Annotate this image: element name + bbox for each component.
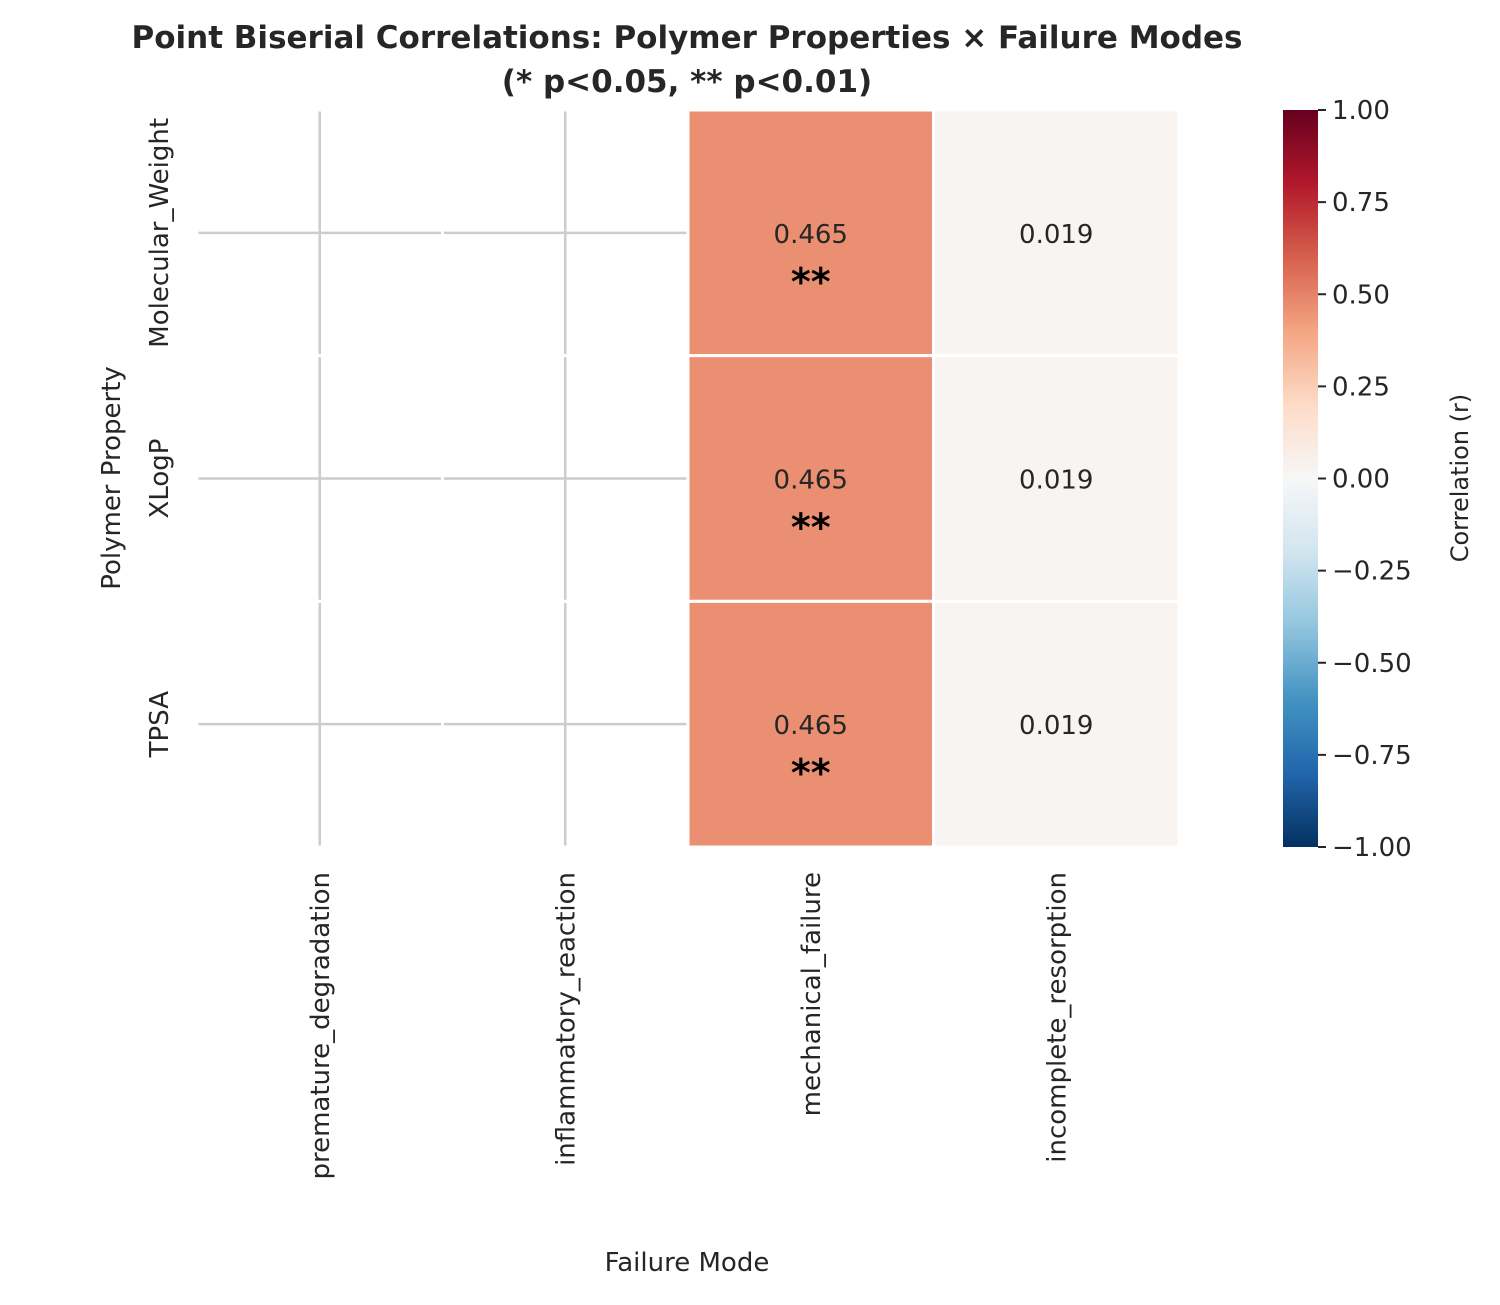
chart-subtitle: (* p<0.05, ** p<0.01) — [502, 64, 872, 100]
heatmap-cell — [932, 354, 1181, 603]
colorbar-label: Correlation (r) — [1446, 394, 1474, 563]
x-tick-labels: premature_degradation inflammatory_reacti… — [306, 872, 1073, 1180]
colorbar-tick-label: 1.00 — [1332, 96, 1390, 126]
cell-value-label: 0.465 — [774, 466, 848, 496]
colorbar-ticks: 1.00 0.75 0.50 0.25 0.00 −0.25 −0.50 −0.75 −1.00 — [1318, 96, 1412, 863]
chart-title: Point Biserial Correlations: Polymer Pro… — [131, 20, 1242, 56]
colorbar-tick-label: 0.75 — [1332, 188, 1390, 218]
cell-value-label: 0.019 — [1019, 220, 1093, 250]
cell-value-label: 0.019 — [1019, 466, 1093, 496]
cell-value-label: 0.019 — [1019, 711, 1093, 741]
colorbar-tick-label: 0.25 — [1332, 372, 1390, 402]
y-tick-labels: Molecular_Weight XLogP TPSA — [145, 118, 175, 758]
colorbar-tick-label: 0.50 — [1332, 280, 1390, 310]
cell-significance-label: ** — [791, 506, 831, 550]
cell-value-label: 0.465 — [774, 711, 848, 741]
cell-value-label: 0.465 — [774, 220, 848, 250]
heatmap-cell — [932, 599, 1181, 849]
y-tick-label: XLogP — [145, 439, 175, 519]
colorbar-tick-label: −1.00 — [1332, 833, 1412, 863]
cell-significance-label: ** — [791, 751, 831, 795]
colorbar-tick-label: −0.50 — [1332, 649, 1412, 679]
x-axis-label: Failure Mode — [605, 1248, 770, 1278]
y-axis-label: Polymer Property — [97, 366, 127, 590]
x-tick-label: inflammatory_reaction — [551, 872, 581, 1166]
heatmap-cell — [932, 108, 1181, 358]
cell-significance-label: ** — [791, 260, 831, 304]
colorbar — [1283, 110, 1318, 847]
colorbar-tick-label: −0.25 — [1332, 557, 1412, 587]
cell-annotations: 0.465 ** 0.019 0.465 ** 0.019 0.465 ** 0.019 — [774, 220, 1094, 795]
y-tick-label: Molecular_Weight — [145, 118, 175, 348]
heatmap-cell — [686, 599, 935, 849]
colorbar-tick-label: −0.75 — [1332, 741, 1412, 771]
x-tick-label: mechanical_failure — [797, 872, 827, 1116]
heatmap-cells — [195, 108, 1181, 849]
colorbar-tick-label: 0.00 — [1332, 465, 1390, 495]
x-tick-label: premature_degradation — [306, 872, 336, 1180]
y-tick-label: TPSA — [145, 691, 175, 759]
x-tick-label: incomplete_resorption — [1042, 872, 1072, 1163]
